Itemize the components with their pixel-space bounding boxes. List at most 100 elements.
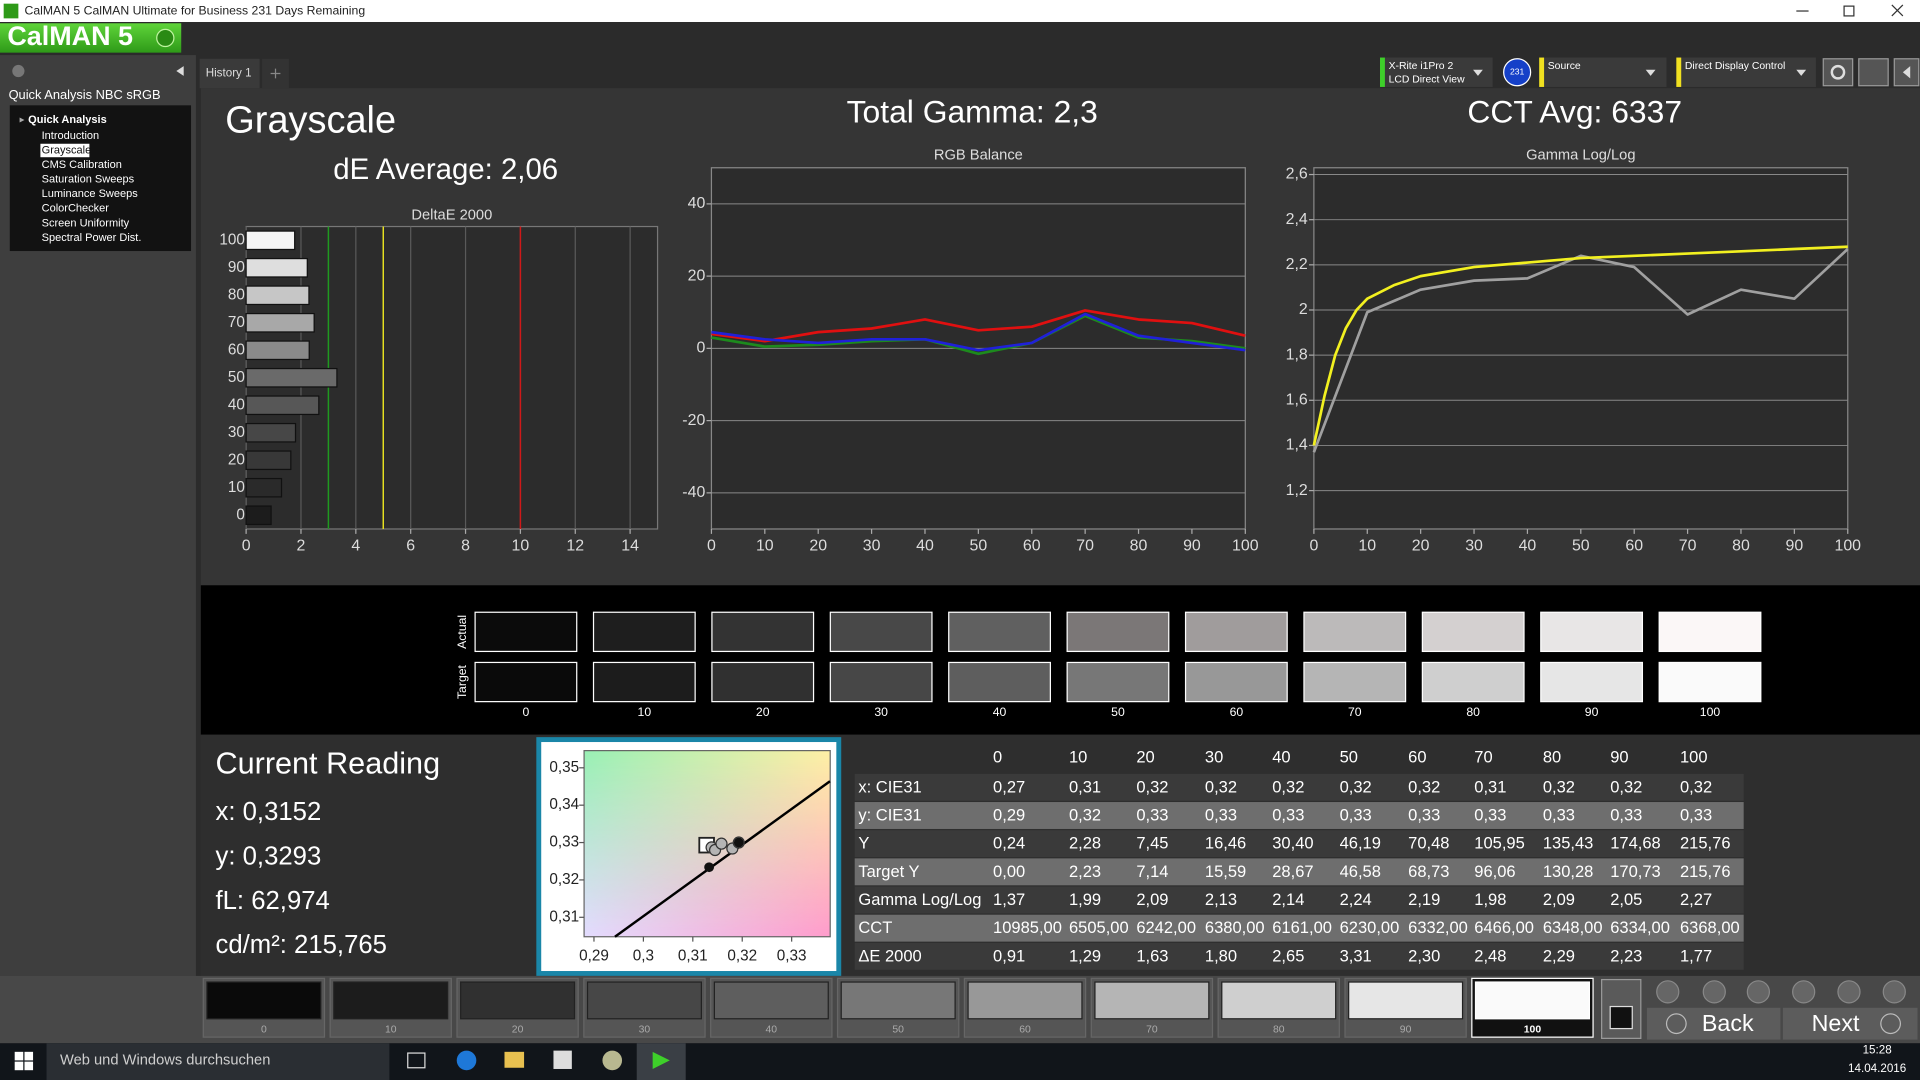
tab[interactable] bbox=[199, 58, 260, 89]
reading-value: cd/m²: 215,765 bbox=[216, 931, 387, 959]
tab-label: History 1 bbox=[206, 67, 252, 80]
actual-swatch bbox=[1658, 611, 1762, 653]
back-label[interactable]: Back bbox=[1702, 1010, 1754, 1036]
edge-icon[interactable] bbox=[456, 1050, 477, 1071]
app-icon[interactable] bbox=[602, 1050, 623, 1071]
control-button[interactable] bbox=[1656, 980, 1680, 1004]
dropdown-arrow bbox=[1796, 69, 1807, 76]
column-header: 10 bbox=[1069, 747, 1087, 766]
next-label[interactable]: Next bbox=[1812, 1010, 1860, 1036]
display-selector[interactable] bbox=[1676, 57, 1816, 87]
tree-item[interactable]: Screen Uniformity bbox=[42, 217, 130, 229]
target-swatch bbox=[1421, 661, 1525, 703]
table-cell: 1,99 bbox=[1069, 890, 1101, 909]
level-swatch bbox=[333, 981, 449, 1020]
help-button[interactable] bbox=[1858, 58, 1889, 87]
tree-group: Quick Analysis bbox=[28, 114, 107, 126]
meter-selector[interactable] bbox=[1380, 57, 1493, 87]
bar bbox=[245, 257, 308, 278]
tree-item[interactable]: ColorChecker bbox=[42, 203, 110, 215]
sidebar-collapse[interactable] bbox=[176, 66, 184, 76]
y-tick-label: 50 bbox=[228, 369, 245, 386]
row-label: ΔE 2000 bbox=[858, 946, 921, 965]
logo-dropdown[interactable] bbox=[156, 28, 175, 48]
level-swatch bbox=[586, 981, 702, 1020]
table-cell: 0,27 bbox=[993, 777, 1025, 796]
target-point bbox=[704, 862, 715, 873]
settings-button[interactable] bbox=[1822, 58, 1854, 87]
table-cell: 2,30 bbox=[1408, 946, 1440, 965]
level-swatch bbox=[967, 981, 1083, 1020]
x-tick-label: 10 bbox=[756, 537, 774, 554]
table-cell: 1,80 bbox=[1205, 946, 1237, 965]
actual-swatch bbox=[1303, 611, 1407, 653]
actual-swatch bbox=[711, 611, 815, 653]
store-icon[interactable] bbox=[553, 1050, 572, 1069]
level-swatch bbox=[206, 981, 322, 1020]
x-tick-label: 30 bbox=[863, 537, 881, 554]
table-cell: 2,19 bbox=[1408, 890, 1440, 909]
table-cell: 0,33 bbox=[1272, 805, 1304, 824]
start-logo bbox=[24, 1051, 34, 1061]
table-cell: 0,31 bbox=[1474, 777, 1506, 796]
sidebar-pin[interactable] bbox=[12, 64, 25, 78]
x-tick-label: 0 bbox=[242, 537, 251, 554]
start-button[interactable] bbox=[14, 1051, 34, 1071]
row-label: CCT bbox=[858, 918, 892, 937]
swatch-label: 0 bbox=[523, 705, 530, 719]
meter-badge-text: 231 bbox=[1510, 67, 1525, 77]
actual-swatch bbox=[829, 611, 933, 653]
table-cell: 68,73 bbox=[1408, 862, 1449, 881]
actual-swatch bbox=[592, 611, 696, 653]
table-cell: 174,68 bbox=[1610, 834, 1661, 853]
table-cell: 0,33 bbox=[1610, 805, 1642, 824]
level-label: 70 bbox=[1146, 1025, 1158, 1036]
level-label: 100 bbox=[1524, 1025, 1542, 1036]
meter-badge[interactable] bbox=[1503, 58, 1532, 87]
table-cell: 170,73 bbox=[1610, 862, 1661, 881]
y-tick-label: 0 bbox=[696, 340, 705, 357]
tree-selection bbox=[40, 143, 90, 158]
x-tick-label: 50 bbox=[970, 537, 988, 554]
close[interactable] bbox=[1891, 4, 1904, 17]
tree-item[interactable]: Luminance Sweeps bbox=[42, 188, 139, 200]
control-button[interactable] bbox=[1882, 980, 1906, 1004]
back-button[interactable] bbox=[1646, 1007, 1781, 1040]
y-tick-label: -40 bbox=[682, 484, 705, 501]
next-icon bbox=[1880, 1013, 1902, 1035]
table-cell: 1,77 bbox=[1680, 946, 1712, 965]
source-selector[interactable] bbox=[1539, 57, 1667, 87]
table-cell: 2,65 bbox=[1272, 946, 1304, 965]
logo-button[interactable] bbox=[0, 23, 182, 53]
tree-item[interactable]: Grayscale bbox=[42, 144, 92, 156]
tree-item[interactable]: Saturation Sweeps bbox=[42, 174, 135, 186]
y-tick-label: -20 bbox=[682, 412, 705, 429]
dropdown-arrow bbox=[1645, 69, 1656, 76]
control-button[interactable] bbox=[1837, 980, 1861, 1004]
table-cell: 6466,00 bbox=[1474, 918, 1534, 937]
control-button[interactable] bbox=[1746, 980, 1771, 1004]
column-header: 100 bbox=[1680, 747, 1708, 766]
y-tick-label: 0,31 bbox=[549, 908, 579, 925]
restore[interactable] bbox=[1843, 5, 1855, 17]
tree-item[interactable]: CMS Calibration bbox=[42, 159, 122, 171]
next-button[interactable] bbox=[1782, 1007, 1918, 1040]
explorer-icon[interactable] bbox=[504, 1051, 525, 1068]
task-view-icon[interactable] bbox=[407, 1052, 426, 1069]
planckian-locus bbox=[614, 780, 831, 938]
display-label: Direct Display Control bbox=[1685, 61, 1785, 72]
search-box[interactable] bbox=[46, 1043, 390, 1080]
tree-item[interactable]: Introduction bbox=[42, 130, 100, 142]
y-tick-label: 2,4 bbox=[1286, 211, 1308, 228]
level-swatch bbox=[460, 981, 576, 1020]
table-cell: 0,24 bbox=[993, 834, 1025, 853]
window-title: CalMAN 5 CalMAN Ultimate for Business 23… bbox=[24, 3, 365, 17]
table-cell: 6368,00 bbox=[1680, 918, 1740, 937]
control-button[interactable] bbox=[1792, 980, 1816, 1004]
column-header: 60 bbox=[1408, 747, 1426, 766]
tree-item[interactable]: Spectral Power Dist. bbox=[42, 232, 142, 244]
display-status bbox=[1676, 57, 1682, 87]
table-cell: 2,05 bbox=[1610, 890, 1642, 909]
source-label: Source bbox=[1548, 61, 1581, 72]
control-button[interactable] bbox=[1702, 980, 1726, 1004]
